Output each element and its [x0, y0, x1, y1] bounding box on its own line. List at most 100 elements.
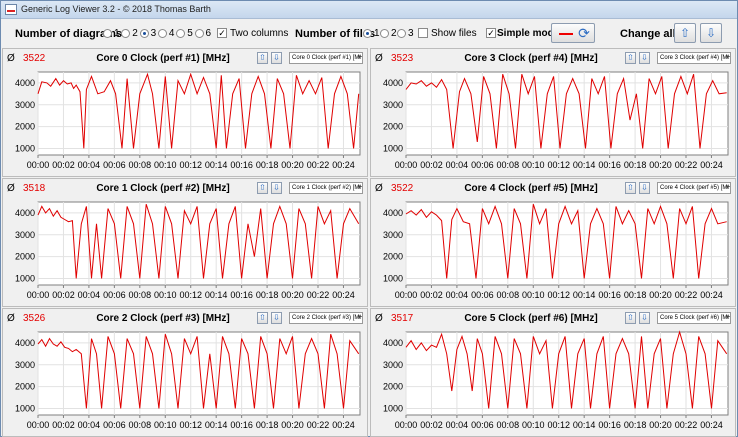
move-up-all-button[interactable]: ⇧ — [674, 23, 696, 43]
x-tick-label: 00:06 — [471, 160, 494, 170]
average-symbol: Ø — [7, 313, 15, 324]
two-columns-checkbox[interactable]: ✓ — [217, 28, 227, 38]
channel-select[interactable]: Core 3 Clock (perf #4) [MHz] — [657, 52, 731, 64]
average-symbol: Ø — [7, 53, 15, 64]
x-tick-label: 00:24 — [332, 290, 355, 300]
x-tick-label: 00:10 — [522, 420, 545, 430]
x-tick-label: 00:00 — [27, 290, 50, 300]
x-tick-label: 00:02 — [420, 420, 443, 430]
x-tick-label: 00:02 — [52, 290, 75, 300]
x-tick-label: 00:18 — [624, 420, 647, 430]
x-tick-label: 00:04 — [78, 420, 101, 430]
average-value: 3518 — [23, 183, 46, 194]
average-value: 3522 — [23, 53, 46, 64]
move-up-button[interactable]: ⇧ — [257, 182, 268, 194]
move-down-button[interactable]: ⇩ — [271, 52, 282, 64]
x-tick-label: 00:20 — [649, 420, 672, 430]
diagrams-radio-6[interactable] — [194, 29, 204, 38]
x-tick-label: 00:20 — [281, 420, 304, 430]
x-tick-label: 00:06 — [103, 160, 126, 170]
x-tick-label: 00:04 — [446, 290, 469, 300]
x-tick-label: 00:22 — [307, 290, 330, 300]
move-down-all-button[interactable]: ⇩ — [700, 23, 722, 43]
files-radio-1[interactable] — [363, 29, 372, 38]
clock-series-line — [405, 74, 727, 149]
files-radio-3[interactable] — [397, 29, 406, 38]
x-tick-label: 00:00 — [395, 290, 418, 300]
x-tick-label: 00:08 — [129, 290, 152, 300]
average-symbol: Ø — [375, 313, 383, 324]
x-tick-label: 00:02 — [420, 290, 443, 300]
y-tick-label: 3000 — [15, 360, 35, 370]
arrow-down-icon: ⇩ — [641, 313, 648, 322]
x-tick-label: 00:16 — [230, 160, 253, 170]
move-up-button[interactable]: ⇧ — [625, 52, 636, 64]
move-down-button[interactable]: ⇩ — [639, 182, 650, 194]
x-tick-label: 00:24 — [332, 420, 355, 430]
channel-select[interactable]: Core 1 Clock (perf #2) [MHz] — [289, 182, 363, 194]
x-tick-label: 00:06 — [103, 290, 126, 300]
diagrams-label: Number of diagrams — [15, 28, 122, 40]
x-tick-label: 00:02 — [52, 420, 75, 430]
move-down-button[interactable]: ⇩ — [271, 312, 282, 324]
x-tick-label: 00:14 — [205, 290, 228, 300]
arrow-down-icon: ⇩ — [273, 53, 280, 62]
x-tick-label: 00:02 — [420, 160, 443, 170]
y-tick-label: 3000 — [383, 230, 403, 240]
x-tick-label: 00:20 — [649, 160, 672, 170]
move-up-button[interactable]: ⇧ — [625, 312, 636, 324]
channel-select[interactable]: Core 2 Clock (perf #3) [MHz] — [289, 312, 363, 324]
diagrams-radio-2[interactable] — [121, 29, 131, 38]
x-tick-label: 00:10 — [154, 160, 177, 170]
x-tick-label: 00:16 — [230, 420, 253, 430]
x-tick-label: 00:12 — [179, 290, 202, 300]
average-symbol: Ø — [375, 53, 383, 64]
average-symbol: Ø — [7, 183, 15, 194]
x-tick-label: 00:14 — [573, 290, 596, 300]
diagrams-radio-4[interactable] — [157, 29, 167, 38]
clock-series-line — [37, 204, 360, 279]
channel-select[interactable]: Core 5 Clock (perf #6) [MHz] — [657, 312, 731, 324]
x-tick-label: 00:08 — [129, 420, 152, 430]
arrow-up-icon: ⇧ — [259, 53, 266, 62]
diagrams-radio-5[interactable] — [176, 29, 186, 38]
x-tick-label: 00:24 — [700, 160, 723, 170]
diagrams-radio-3[interactable] — [139, 29, 149, 38]
line-color-button[interactable]: ⟳ — [551, 23, 595, 43]
move-down-button[interactable]: ⇩ — [639, 52, 650, 64]
diagram-title: Core 0 Clock (perf #1) [MHz] — [96, 53, 230, 64]
arrow-down-icon: ⇩ — [273, 313, 280, 322]
move-up-button[interactable]: ⇧ — [625, 182, 636, 194]
x-tick-label: 00:10 — [522, 290, 545, 300]
x-tick-label: 00:24 — [700, 420, 723, 430]
x-tick-label: 00:06 — [471, 420, 494, 430]
x-tick-label: 00:06 — [103, 420, 126, 430]
diagram-panel: Ø 3522 Core 4 Clock (perf #5) [MHz] ⇧ ⇩ Core … — [370, 178, 736, 307]
diagram-panel: Ø 3526 Core 2 Clock (perf #3) [MHz] ⇧ ⇩ Core … — [2, 308, 368, 437]
move-up-button[interactable]: ⇧ — [257, 312, 268, 324]
x-tick-label: 00:20 — [281, 160, 304, 170]
files-radio-2[interactable] — [380, 29, 389, 38]
diagrams-radio-1[interactable] — [103, 29, 112, 38]
chart: 1000 2000 3000 4000 00:00 00:02 00:04 00:06 00:0… — [15, 331, 361, 430]
x-tick-label: 00:22 — [675, 290, 698, 300]
x-tick-label: 00:10 — [154, 420, 177, 430]
move-down-button[interactable]: ⇩ — [271, 182, 282, 194]
x-tick-label: 00:12 — [547, 290, 570, 300]
diagram-panel: Ø 3523 Core 3 Clock (perf #4) [MHz] ⇧ ⇩ Core … — [370, 48, 736, 177]
channel-select[interactable]: Core 0 Clock (perf #1) [MHz] — [289, 52, 363, 64]
chart: 1000 2000 3000 4000 00:00 00:02 00:04 00:06 00:0… — [383, 330, 729, 430]
chart: 1000 2000 3000 4000 00:00 00:02 00:04 00:06 00:0… — [15, 71, 361, 170]
x-tick-label: 00:12 — [547, 420, 570, 430]
y-tick-label: 2000 — [15, 382, 35, 392]
move-up-button[interactable]: ⇧ — [257, 52, 268, 64]
simple-mode-checkbox[interactable]: ✓ — [486, 28, 496, 38]
x-tick-label: 00:00 — [27, 160, 50, 170]
move-down-button[interactable]: ⇩ — [639, 312, 650, 324]
show-files-checkbox[interactable] — [418, 28, 428, 38]
x-tick-label: 00:24 — [332, 160, 355, 170]
diagrams-radio-label-4: 4 — [168, 28, 175, 39]
channel-select[interactable]: Core 4 Clock (perf #5) [MHz] — [657, 182, 731, 194]
